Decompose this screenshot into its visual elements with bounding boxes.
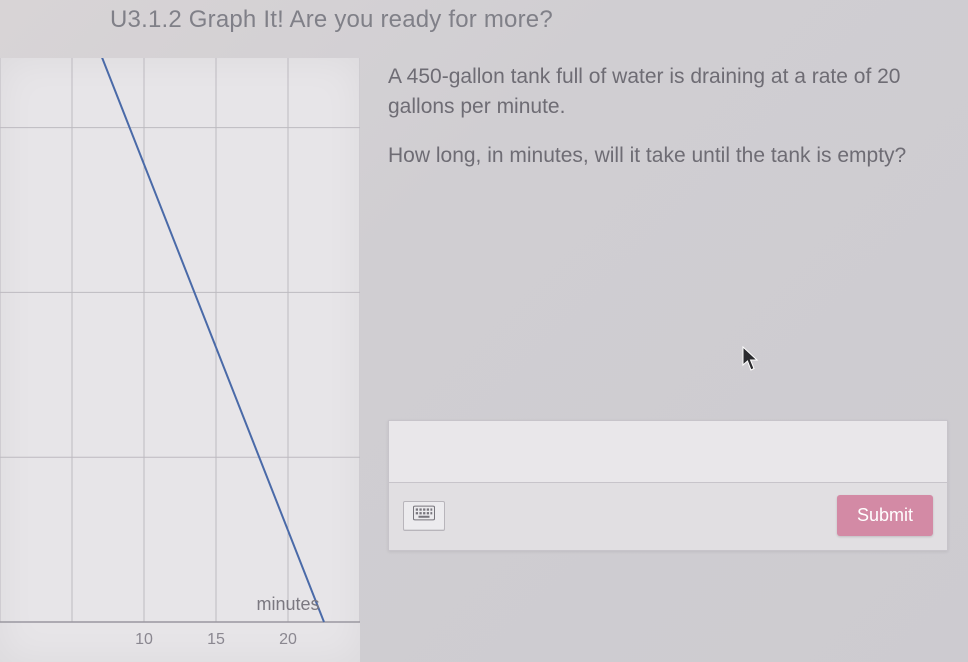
svg-text:15: 15 — [207, 631, 225, 648]
answer-toolbar: Submit — [389, 483, 947, 550]
keyboard-icon — [413, 505, 435, 526]
page-root: U3.1.2 Graph It! Are you ready for more?… — [0, 0, 968, 662]
svg-text:20: 20 — [279, 631, 297, 648]
question-paragraph-2: How long, in minutes, will it take until… — [388, 141, 948, 171]
question-block: A 450-gallon tank full of water is drain… — [388, 62, 948, 189]
answer-input[interactable] — [389, 421, 947, 483]
svg-text:minutes: minutes — [256, 594, 319, 614]
answer-group: Submit — [388, 420, 948, 551]
svg-text:10: 10 — [135, 631, 153, 648]
chart-svg: 10 15 20 minutes — [0, 58, 360, 662]
page-title: U3.1.2 Graph It! Are you ready for more? — [110, 6, 553, 34]
submit-button[interactable]: Submit — [837, 495, 933, 536]
question-paragraph-1: A 450-gallon tank full of water is drain… — [388, 62, 948, 123]
math-keyboard-button[interactable] — [403, 501, 445, 531]
cursor-icon — [742, 346, 760, 372]
chart-panel: 10 15 20 minutes — [0, 58, 360, 662]
